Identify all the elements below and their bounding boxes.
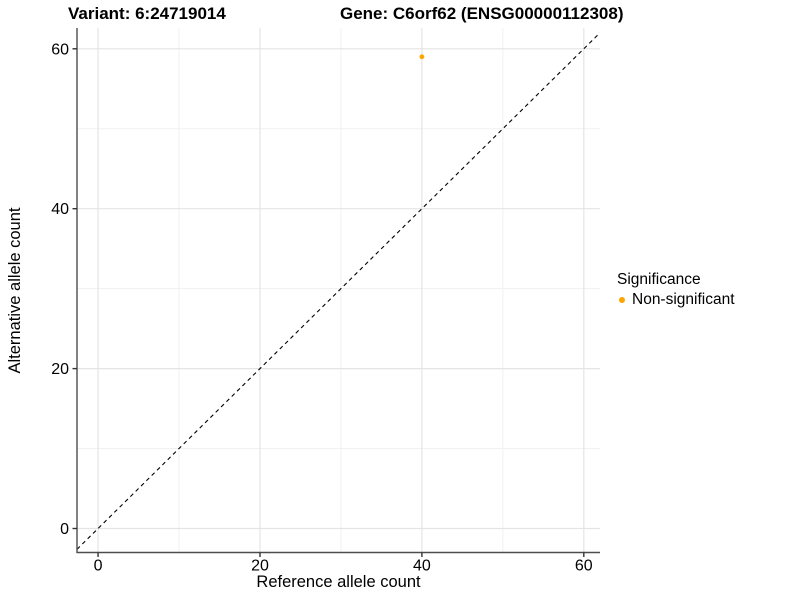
x-tick-label: 20 [251, 558, 269, 575]
legend: Significance Non-significant [617, 270, 735, 310]
legend-title: Significance [617, 271, 701, 288]
plot-title-gene: Gene: C6orf62 (ENSG00000112308) [340, 4, 624, 23]
y-tick-label: 40 [51, 201, 69, 218]
x-tick-label: 40 [413, 558, 431, 575]
y-axis-title: Alternative allele count [6, 207, 24, 374]
legend-key-dot-icon [619, 297, 625, 303]
y-tick-label: 0 [60, 521, 69, 538]
identity-reference-line [76, 32, 601, 550]
legend-item-non-significant: Non-significant [617, 290, 735, 310]
y-tick-label: 20 [51, 361, 69, 378]
x-tick-label: 0 [94, 558, 103, 575]
legend-item-label: Non-significant [632, 291, 735, 308]
y-tick-label: 60 [51, 41, 69, 58]
data-point [419, 54, 425, 60]
plot-title-variant: Variant: 6:24719014 [68, 4, 226, 23]
x-tick-label: 60 [575, 558, 593, 575]
x-axis-title: Reference allele count [256, 573, 421, 591]
